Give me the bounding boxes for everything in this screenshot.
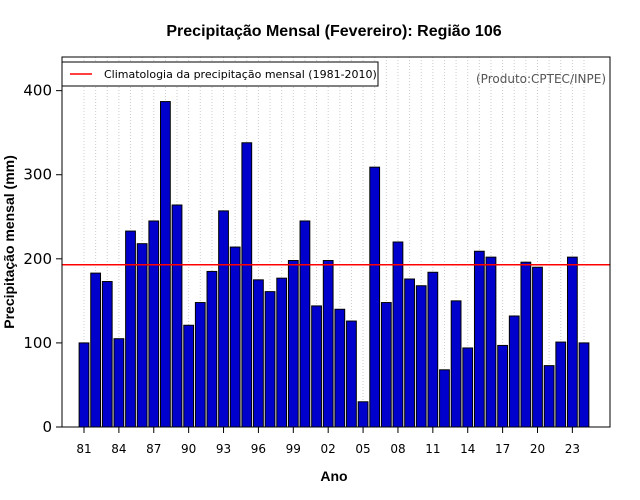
y-tick-label: 300 [23, 166, 52, 184]
bar-1993 [218, 210, 229, 428]
x-tick-label: 93 [216, 442, 231, 456]
bar-1989 [171, 204, 183, 428]
bar-2012 [439, 369, 450, 428]
bar-2011 [427, 271, 439, 428]
bar-1985 [125, 230, 136, 428]
x-tick-label: 84 [111, 442, 126, 456]
legend-box [61, 61, 379, 87]
bar-2008 [392, 241, 404, 428]
x-axis: 81 84 87 90 93 96 99 02 05 08 11 14 17 20 23 [76, 427, 580, 456]
bar-1990 [183, 324, 195, 428]
bar-2024 [578, 342, 590, 428]
bar-2013 [450, 300, 462, 428]
bar-2020 [532, 266, 543, 428]
bar-1996 [253, 279, 264, 428]
x-tick-label: 23 [565, 442, 580, 456]
x-tick-label: 17 [495, 442, 510, 456]
credit-text: (Produto:CPTEC/INPE) [476, 72, 606, 86]
bar-2023 [566, 256, 578, 428]
y-tick-label: 100 [23, 334, 52, 352]
bar-1994 [229, 246, 241, 428]
plot-frame [61, 56, 611, 428]
bar-1992 [206, 270, 218, 428]
bar-1986 [136, 243, 148, 428]
bar-1983 [101, 281, 113, 428]
bar-2001 [311, 305, 322, 428]
x-tick-label: 02 [321, 442, 336, 456]
bar-2009 [404, 278, 415, 428]
bar-1998 [276, 277, 288, 428]
y-tick-label: 0 [42, 418, 52, 436]
bar-2018 [508, 315, 520, 428]
y-axis: 0 100 200 300 400 [23, 82, 62, 436]
chart-title: Precipitação Mensal (Fevereiro): Região … [166, 23, 501, 40]
bar-2022 [555, 341, 567, 428]
bar-2021 [543, 365, 555, 428]
y-tick-label: 400 [23, 82, 52, 100]
bar-1984 [113, 338, 125, 428]
bar-2007 [380, 302, 392, 428]
x-tick-label: 14 [460, 442, 475, 456]
bar-2014 [462, 347, 474, 428]
y-axis-label: Precipitação mensal (mm) [1, 155, 17, 329]
x-tick-label: 90 [181, 442, 196, 456]
bar-2017 [497, 344, 508, 428]
bar-2010 [415, 285, 427, 428]
bar-2019 [520, 261, 532, 428]
x-tick-label: 08 [390, 442, 405, 456]
x-axis-label: Ano [320, 468, 347, 484]
bar-2016 [485, 256, 497, 428]
bar-2003 [334, 308, 346, 428]
bar-2002 [322, 260, 334, 428]
bar-1991 [194, 302, 206, 428]
bar-1995 [241, 142, 253, 428]
legend-label: Climatologia da precipitação mensal (198… [104, 68, 377, 81]
bar-1981 [78, 342, 90, 428]
x-tick-label: 05 [355, 442, 370, 456]
x-tick-label: 81 [76, 442, 91, 456]
bar-1987 [148, 220, 160, 428]
x-tick-label: 11 [425, 442, 440, 456]
y-tick-label: 200 [23, 250, 52, 268]
x-tick-label: 96 [251, 442, 266, 456]
bars [78, 101, 590, 428]
x-tick-label: 20 [530, 442, 545, 456]
x-tick-label: 99 [286, 442, 301, 456]
legend: Climatologia da precipitação mensal (198… [61, 61, 379, 87]
bar-1997 [264, 291, 276, 428]
bar-2015 [473, 250, 485, 428]
bar-1982 [90, 272, 102, 428]
bar-2004 [346, 320, 357, 428]
bar-2006 [369, 166, 381, 428]
bar-2000 [299, 220, 311, 428]
x-tick-label: 87 [146, 442, 161, 456]
bar-1999 [287, 260, 299, 428]
bar-2005 [357, 401, 369, 428]
